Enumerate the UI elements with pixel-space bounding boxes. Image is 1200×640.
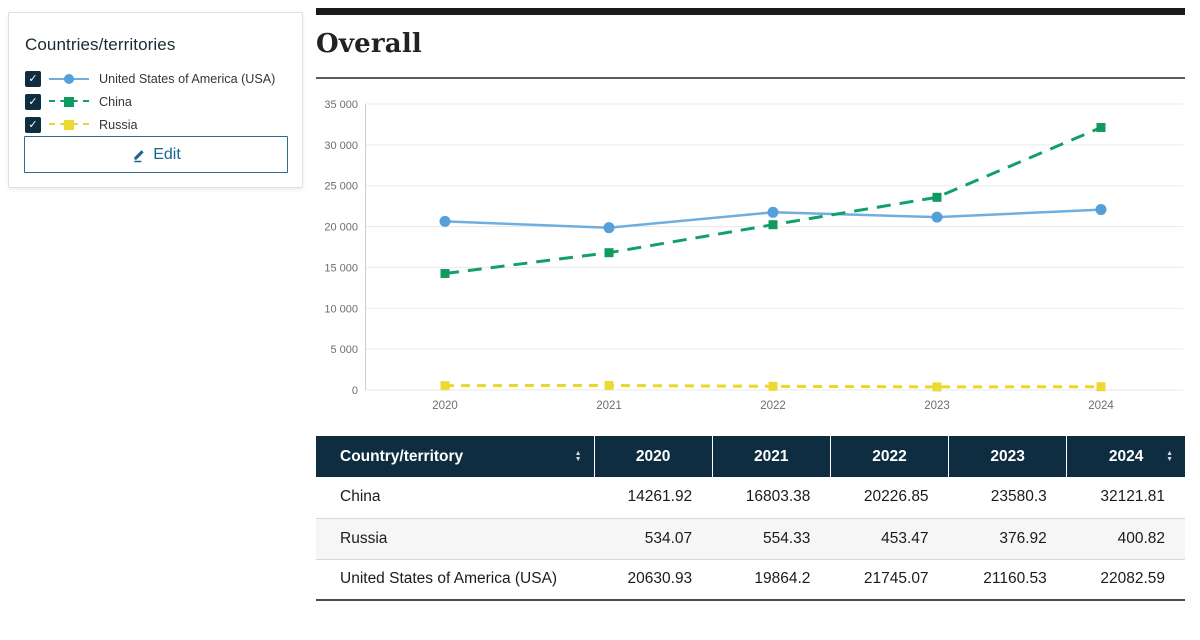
page-title: Overall <box>316 29 422 59</box>
legend-item: ✓ China <box>25 90 286 113</box>
value-cell: 554.33 <box>712 517 831 559</box>
country-checkbox[interactable]: ✓ <box>25 93 41 110</box>
sort-icon: ▲ ▼ <box>1166 449 1173 463</box>
x-axis-tick-label: 2024 <box>1088 400 1114 412</box>
y-axis-tick-label: 35 000 <box>324 99 358 111</box>
country-cell: Russia <box>316 517 594 559</box>
country-cell: United States of America (USA) <box>316 558 594 600</box>
country-cell: China <box>340 488 381 506</box>
data-point-marker <box>604 248 614 258</box>
data-point-marker <box>1096 123 1106 133</box>
column-header-label: 2021 <box>754 447 789 465</box>
title-divider <box>316 77 1185 79</box>
data-point-marker <box>1096 382 1106 392</box>
column-header-label: 2020 <box>635 447 671 465</box>
y-axis-tick-label: 20 000 <box>324 222 358 234</box>
data-point-marker <box>1095 204 1107 216</box>
table-body: China 14261.92 16803.38 20226.85 23580.3 3212… <box>316 477 1185 600</box>
table-header-row: Country/territory ▲ ▼ 2020 2021 2022 2023 2024 ▲… <box>316 436 1185 477</box>
legend-item-label: United States of America (USA) <box>99 71 276 86</box>
countries-panel: Countries/territories ✓ United States of … <box>8 12 303 188</box>
legend-item: ✓ Russia <box>25 113 286 136</box>
column-header-2022[interactable]: 2022 <box>829 436 949 477</box>
top-black-bar <box>316 8 1185 15</box>
value-cell: 22082.59 <box>1066 558 1185 600</box>
column-header-label: 2023 <box>990 447 1025 465</box>
sort-icon: ▲ ▼ <box>574 449 582 463</box>
legend-item-label: Russia <box>99 117 138 132</box>
country-checkbox[interactable]: ✓ <box>25 116 41 133</box>
y-axis-tick-label: 0 <box>352 385 358 397</box>
edit-button-label: Edit <box>153 145 181 163</box>
column-header-2023[interactable]: 2023 <box>948 436 1067 477</box>
y-axis-tick-label: 30 000 <box>324 140 358 152</box>
legend-item: ✓ United States of America (USA) <box>25 67 286 90</box>
value-cell: 20630.93 <box>594 558 713 600</box>
column-header-2020[interactable]: 2020 <box>593 436 713 477</box>
value-cell: 21745.07 <box>830 558 949 600</box>
data-point-marker <box>439 215 451 227</box>
column-header-label: Country/territory <box>340 447 464 465</box>
data-point-marker <box>767 206 779 218</box>
legend-item-label: China <box>99 94 132 109</box>
column-header-country[interactable]: Country/territory ▲ ▼ <box>316 436 594 477</box>
column-header-2024[interactable]: 2024 ▲ ▼ <box>1066 436 1185 477</box>
data-point-marker <box>931 211 943 223</box>
table-row: China 14261.92 16803.38 20226.85 23580.3 3212… <box>316 477 1185 518</box>
series-line-china <box>444 126 1102 275</box>
data-point-marker <box>768 220 778 230</box>
column-header-label: 2024 <box>1108 447 1144 465</box>
value-cell: 453.47 <box>830 517 949 559</box>
x-axis-tick-label: 2022 <box>760 400 786 412</box>
edit-button[interactable]: Edit <box>24 136 288 173</box>
value-cell: 32121.81 <box>1100 488 1165 506</box>
line-chart-svg: 0 5 000 10 000 15 000 20 000 25 000 30 000 35 0… <box>324 99 1183 412</box>
country-checkbox[interactable]: ✓ <box>25 70 41 87</box>
series-line-icon <box>49 119 89 130</box>
panel-title: Countries/territories <box>25 35 176 54</box>
value-cell: 19864.2 <box>712 558 831 600</box>
value-cell: 14261.92 <box>627 488 693 506</box>
series-line-icon <box>49 96 89 107</box>
value-cell: 534.07 <box>594 517 713 559</box>
x-axis-tick-label: 2021 <box>596 400 622 412</box>
value-cell: 23580.3 <box>990 488 1047 506</box>
column-header-label: 2022 <box>872 447 907 465</box>
value-cell: 376.92 <box>948 517 1067 559</box>
data-point-marker <box>932 382 942 392</box>
data-point-marker <box>440 268 450 278</box>
legend-list: ✓ United States of America (USA) ✓ China ✓ Ru… <box>25 67 286 136</box>
main-content: Overall 0 5 000 10 000 15 000 20 000 25 000 30… <box>316 8 1185 601</box>
table-row: United States of America (USA) 20630.93 19… <box>316 558 1185 600</box>
y-axis-tick-label: 10 000 <box>324 303 358 315</box>
y-axis-tick-label: 25 000 <box>324 181 358 193</box>
y-axis-tick-label: 5 000 <box>330 344 358 356</box>
column-header-2021[interactable]: 2021 <box>711 436 831 477</box>
value-cell: 21160.53 <box>948 558 1067 600</box>
value-cell: 400.82 <box>1066 517 1185 559</box>
data-point-marker <box>932 192 942 202</box>
data-point-marker <box>603 222 615 234</box>
data-point-marker <box>440 381 450 391</box>
line-chart: 0 5 000 10 000 15 000 20 000 25 000 30 000 35 0… <box>316 87 1185 424</box>
pencil-icon <box>131 147 146 163</box>
x-axis-tick-label: 2020 <box>432 400 458 412</box>
value-cell: 16803.38 <box>745 488 811 506</box>
x-axis-tick-label: 2023 <box>924 400 950 412</box>
table-row: Russia 534.07 554.33 453.47 376.92 400.82 <box>316 517 1185 559</box>
data-table: Country/territory ▲ ▼ 2020 2021 2022 2023 2024 ▲… <box>316 436 1185 601</box>
series-line-icon <box>49 73 89 84</box>
value-cell: 20226.85 <box>863 488 929 506</box>
data-point-marker <box>768 381 778 391</box>
data-point-marker <box>604 380 614 390</box>
y-axis-tick-label: 15 000 <box>324 262 358 274</box>
